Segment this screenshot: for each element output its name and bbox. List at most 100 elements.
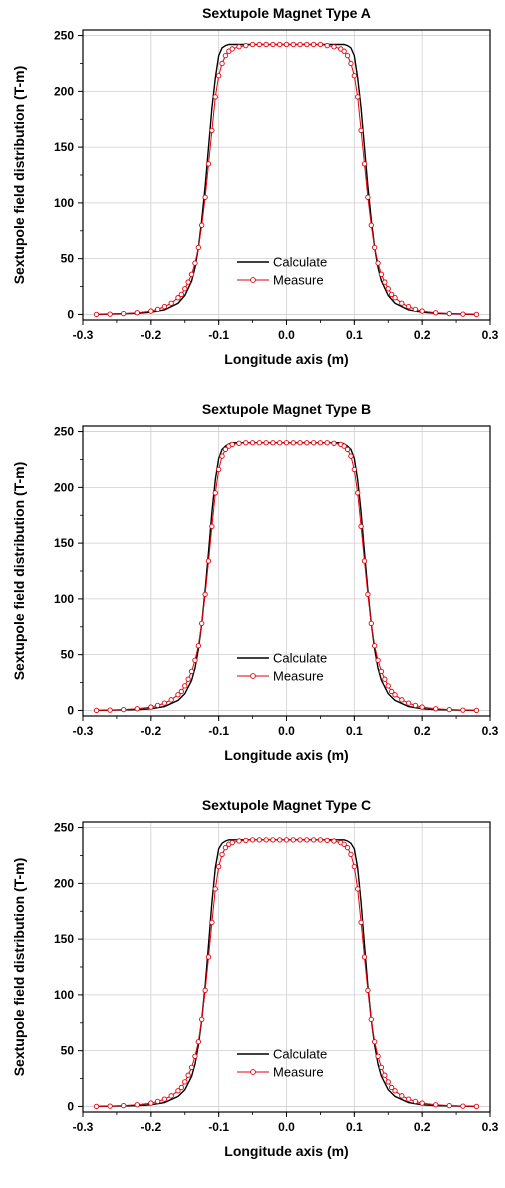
data-point	[324, 440, 330, 446]
data-point	[270, 440, 276, 446]
data-point	[188, 1064, 195, 1071]
legend: Calculate Measure	[237, 255, 327, 288]
data-point	[121, 706, 127, 713]
data-point	[358, 127, 364, 134]
data-point	[433, 310, 439, 316]
data-point	[195, 1039, 201, 1045]
data-point	[236, 838, 242, 844]
data-point	[219, 60, 225, 67]
y-tick-label: 0	[67, 703, 74, 717]
data-point	[256, 837, 263, 843]
y-tick-label: 150	[54, 140, 74, 154]
legend-marker	[250, 673, 256, 679]
data-point	[361, 954, 368, 960]
data-point	[192, 1053, 198, 1059]
data-point	[297, 837, 303, 843]
legend-label-calculate: Calculate	[273, 255, 327, 270]
x-tick-label: 0.1	[346, 724, 363, 738]
x-axis-label: Longitude axis (m)	[224, 351, 348, 367]
data-point	[290, 837, 296, 843]
data-point	[385, 286, 391, 292]
data-point	[392, 295, 398, 301]
data-point	[148, 1100, 154, 1106]
data-point	[388, 291, 395, 297]
data-point	[178, 291, 185, 297]
data-point	[358, 523, 364, 530]
data-point	[419, 704, 425, 710]
legend: Calculate Measure	[237, 651, 327, 684]
data-point	[344, 446, 351, 453]
data-point	[348, 453, 354, 459]
data-point	[154, 306, 161, 313]
data-point	[202, 194, 208, 200]
data-point	[256, 440, 263, 446]
data-point	[361, 558, 368, 564]
y-tick-label: 50	[61, 252, 75, 266]
data-point	[372, 1039, 378, 1045]
y-tick-label: 50	[61, 1044, 75, 1058]
data-point	[372, 643, 378, 649]
data-point	[419, 308, 425, 314]
data-point	[351, 863, 357, 870]
grid-lines	[83, 822, 490, 1112]
data-point	[304, 837, 310, 843]
x-tick-label: -0.1	[208, 1120, 229, 1134]
data-point	[219, 453, 225, 459]
x-tick-label: -0.2	[140, 328, 161, 342]
x-tick-label: 0.3	[482, 724, 499, 738]
y-tick-label: 200	[54, 480, 74, 494]
data-point	[355, 886, 361, 892]
data-point	[324, 837, 330, 844]
data-point	[375, 260, 381, 266]
data-point	[412, 702, 419, 709]
data-point	[324, 42, 330, 49]
data-point	[216, 863, 222, 870]
legend-label-calculate: Calculate	[273, 1047, 327, 1062]
legend-marker	[250, 277, 256, 283]
data-point	[168, 300, 174, 306]
data-point	[209, 127, 215, 134]
data-point	[199, 1016, 205, 1023]
x-tick-label: 0.3	[482, 1120, 499, 1134]
x-tick-label: -0.3	[73, 328, 94, 342]
legend-marker	[250, 1069, 256, 1075]
x-tick-label: -0.1	[208, 724, 229, 738]
data-point	[182, 683, 188, 689]
x-tick-label: 0.3	[482, 328, 499, 342]
x-tick-label: -0.1	[208, 328, 229, 342]
data-point	[419, 1100, 425, 1106]
data-point	[243, 837, 249, 844]
data-point	[473, 1103, 480, 1110]
data-point	[243, 42, 249, 49]
data-point	[310, 440, 317, 446]
data-point	[185, 1072, 191, 1078]
data-point	[433, 706, 439, 712]
chart-title: Sextupole Magnet Type B	[202, 401, 371, 417]
data-point	[216, 466, 222, 473]
chart-title: Sextupole Magnet Type A	[202, 5, 371, 21]
data-point	[161, 1096, 168, 1102]
x-tick-label: 0.1	[346, 1120, 363, 1134]
data-point	[192, 260, 198, 266]
data-point	[341, 841, 347, 847]
data-point	[351, 73, 357, 79]
data-point	[154, 1098, 161, 1105]
data-point	[375, 657, 381, 663]
data-point	[121, 310, 127, 317]
y-axis-label: Sextupole field distribution (T-m)	[11, 462, 27, 681]
data-point	[365, 591, 371, 598]
series-markers-measure	[93, 41, 480, 318]
data-point	[93, 1103, 100, 1110]
data-point	[249, 440, 256, 446]
data-point	[263, 41, 269, 48]
data-point	[236, 44, 242, 50]
data-point	[199, 222, 205, 228]
data-point	[182, 286, 188, 292]
x-axis-label: Longitude axis (m)	[224, 1143, 348, 1159]
data-point	[205, 558, 212, 564]
data-point	[148, 308, 154, 314]
data-point	[148, 704, 154, 710]
data-point	[219, 851, 225, 857]
data-point	[399, 1093, 405, 1099]
y-tick-label: 250	[54, 425, 74, 439]
